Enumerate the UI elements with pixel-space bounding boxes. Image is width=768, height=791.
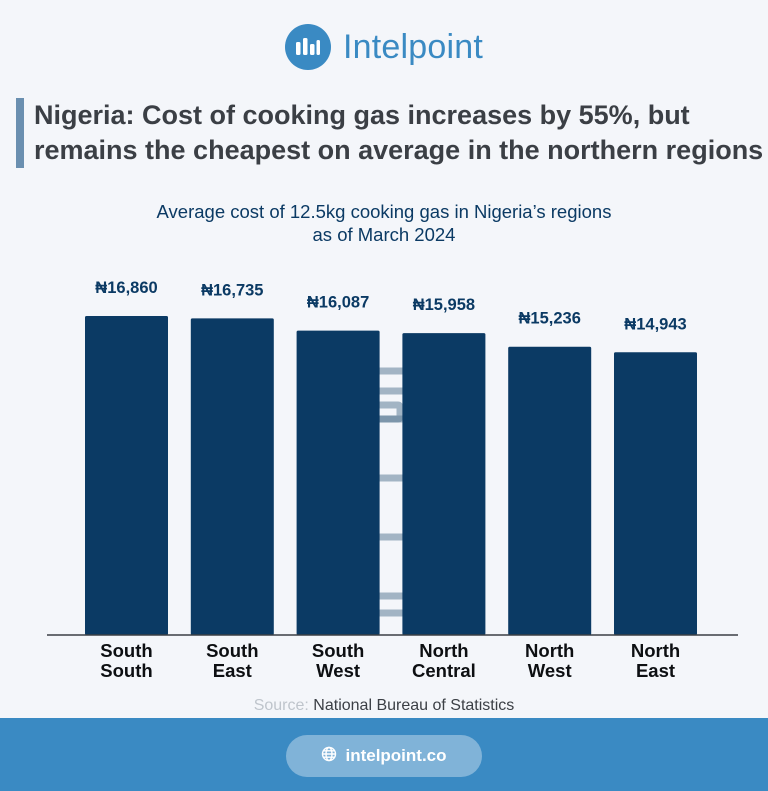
source-label: Source: (253, 697, 309, 714)
data-label-3: ₦15,958 (413, 296, 475, 314)
category-label-0-line-1: South (100, 660, 152, 681)
category-label-1-line-0: South (206, 640, 258, 661)
chart-title-line-1: Average cost of 12.5kg cooking gas in Ni… (156, 201, 612, 222)
category-label-1: South East (206, 640, 258, 681)
category-label-3: North Central (412, 640, 476, 681)
bar-chart: ₦16,860 ₦16,735 ₦16,087 ₦15,958 ₦15,236 ₦14,9… (47, 279, 738, 681)
bar-4 (508, 346, 592, 635)
category-label-2-line-0: South (312, 640, 364, 661)
category-label-2-line-1: West (316, 660, 360, 681)
bar-2 (296, 330, 380, 635)
category-label-5: North East (631, 640, 680, 681)
bar-1 (190, 318, 274, 635)
footer-bar: intelpoint.co (0, 718, 768, 791)
source-text: National Bureau of Statistics (313, 697, 515, 714)
category-label-4: North West (525, 640, 574, 681)
headline-text: Nigeria: Cost of cooking gas increases b… (34, 100, 764, 165)
category-label-1-line-1: East (213, 660, 252, 681)
data-label-5: ₦14,943 (624, 315, 686, 333)
headline: Nigeria: Cost of cooking gas increases b… (16, 98, 768, 168)
website-link[interactable]: intelpoint.co (286, 735, 482, 777)
globe-icon (321, 746, 337, 767)
data-label-2: ₦16,087 (307, 294, 369, 312)
brand: Intelpoint (0, 24, 768, 70)
bar-3 (402, 333, 486, 635)
intelpoint-logo-icon (285, 24, 331, 70)
category-label-4-line-0: North (525, 640, 574, 661)
chart-title-line-2: as of March 2024 (312, 224, 456, 245)
source-note: Source: National Bureau of Statistics (0, 697, 768, 715)
data-label-4: ₦15,236 (519, 310, 581, 328)
category-label-3-line-0: North (419, 640, 468, 661)
chart-title: Average cost of 12.5kg cooking gas in Ni… (0, 200, 768, 246)
category-label-5-line-0: North (631, 640, 680, 661)
brand-name: Intelpoint (343, 27, 483, 66)
category-label-2: South West (312, 640, 364, 681)
data-label-1: ₦16,735 (201, 281, 263, 299)
bar-5 (614, 352, 697, 635)
website-url[interactable]: intelpoint.co (345, 746, 447, 765)
category-label-4-line-1: West (528, 660, 572, 681)
bar-0 (85, 316, 168, 635)
data-label-0: ₦16,860 (95, 279, 157, 297)
category-label-0-line-0: South (100, 640, 152, 661)
category-label-3-line-1: Central (412, 660, 476, 681)
category-label-5-line-1: East (636, 660, 675, 681)
category-label-0: South South (100, 640, 152, 681)
